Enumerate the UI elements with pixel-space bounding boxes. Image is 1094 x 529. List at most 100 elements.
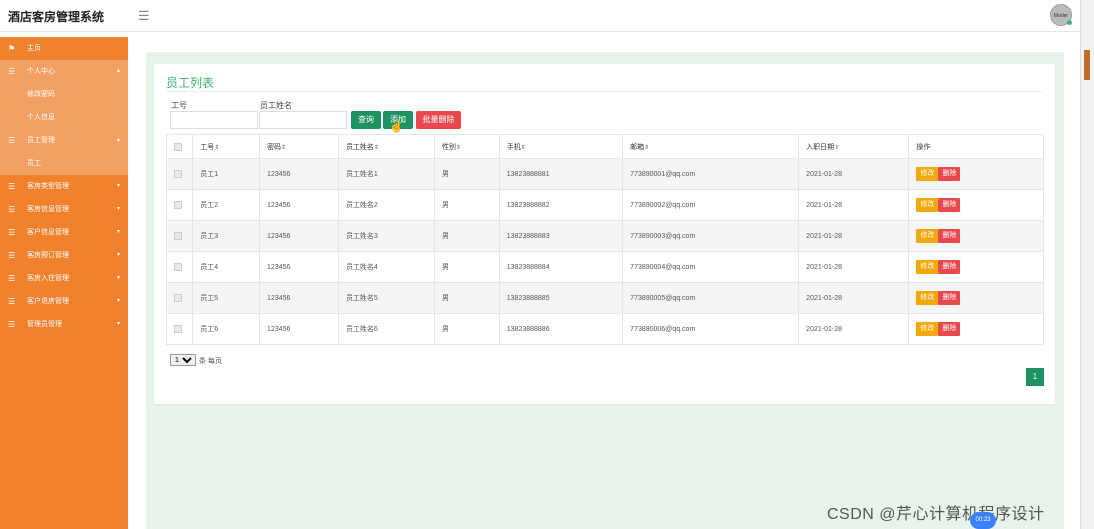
sidebar-item-label: 员工管理 [27,137,55,144]
select-all-checkbox[interactable] [174,142,182,151]
user-avatar[interactable]: Moder [1050,4,1072,26]
sidebar-item-label: 客房入住管理 [27,275,69,282]
column-header[interactable]: 性别⇕ [434,134,500,159]
edit-button[interactable]: 修改 [916,167,939,181]
scrollbar-thumb[interactable] [1084,50,1090,80]
mouse-cursor-icon: ☝ [389,119,404,133]
column-header[interactable]: 入职日期⇕ [798,134,910,159]
row-checkbox[interactable] [174,263,182,271]
menu-icon: ☰ [8,136,16,145]
edit-button[interactable]: 修改 [916,260,939,274]
edit-button[interactable]: 修改 [916,229,939,243]
employee-id-input[interactable] [170,111,258,129]
sidebar-item-3[interactable]: ☰ 客房类型管理 ▾ [0,175,128,198]
actions-cell: 修改 删除 [908,282,1044,314]
sort-icon[interactable]: ⇕ [456,144,462,151]
table-cell: 773890006@qq.com [622,313,800,345]
sidebar-item-2[interactable]: ☰ 员工管理 ▴ [0,129,128,152]
column-header[interactable]: 邮箱⇕ [622,134,800,159]
table-cell: 员工姓名4 [337,251,436,283]
hamburger-menu-icon[interactable]: ☰ [138,8,150,23]
employee-id-label: 工号 [171,101,187,110]
scrollbar[interactable] [1080,0,1094,529]
row-checkbox[interactable] [174,232,182,240]
row-select-cell [165,313,194,345]
sort-icon[interactable]: ⇕ [214,144,220,151]
row-checkbox[interactable] [174,201,182,209]
delete-button[interactable]: 删除 [938,198,961,212]
table-cell: 员工姓名1 [337,158,436,190]
sidebar-item-7[interactable]: ☰ 客房入住管理 ▾ [0,267,128,290]
sidebar-item-label: 客户退房管理 [27,298,69,305]
edit-button[interactable]: 修改 [916,322,939,336]
sort-icon[interactable]: ⇕ [834,144,840,151]
sidebar-subitem-1-1[interactable]: 个人信息 [0,106,128,129]
chevron-icon: ▾ [116,252,120,258]
table-cell: 13823888886 [498,313,624,345]
delete-button[interactable]: 删除 [938,291,961,305]
chevron-icon: ▾ [116,298,120,304]
timer-badge: 00:23 [970,512,996,529]
table-cell: 2021-01-28 [798,313,910,345]
sort-icon[interactable]: ⇕ [520,144,526,151]
row-checkbox[interactable] [174,170,182,178]
column-header[interactable]: 手机⇕ [498,134,624,159]
sidebar-item-9[interactable]: ☰ 管理员管理 ▾ [0,313,128,336]
delete-button[interactable]: 删除 [938,260,961,274]
actions-cell: 修改 删除 [908,189,1044,221]
menu-icon: ☰ [8,251,16,260]
page-size-suffix: 条 每页 [199,358,222,365]
actions-cell: 修改 删除 [908,158,1044,190]
chevron-icon: ▾ [116,229,120,235]
sort-icon[interactable]: ⇕ [281,144,287,151]
sidebar-item-label: 客房类型管理 [27,183,69,190]
column-header[interactable]: 员工姓名⇕ [337,134,436,159]
actions-cell: 修改 删除 [908,313,1044,345]
add-button[interactable]: 添加 [383,111,413,129]
top-bar: 酒店客房管理系统 ☰ Moder [0,0,1080,32]
chevron-icon: ▾ [116,275,120,281]
column-header-label: 邮箱 [630,143,645,151]
table-cell: 2021-01-28 [798,220,910,252]
row-select-cell [165,220,194,252]
page-button-current[interactable]: 1 [1026,368,1044,386]
edit-button[interactable]: 修改 [916,198,939,212]
table-cell: 员工4 [192,251,261,283]
table-cell: 123456 [259,251,339,283]
table-cell: 123456 [259,220,339,252]
flag-icon: ⚑ [8,44,16,53]
sort-icon[interactable]: ⇕ [644,144,650,151]
employee-list-card: 员工列表 工号 员工姓名 查询 添加 批量删除 工号⇕ 密码⇕ 员工姓名⇕ 性别⇕ 手机… [154,64,1055,404]
query-button[interactable]: 查询 [351,111,381,129]
sidebar-item-0[interactable]: ⚑ 主页 [0,37,128,60]
delete-button[interactable]: 删除 [938,167,961,181]
sidebar-item-8[interactable]: ☰ 客户退房管理 ▾ [0,290,128,313]
sidebar-item-1[interactable]: ☰ 个人中心 ▴ [0,60,128,83]
column-header[interactable]: 工号⇕ [192,134,261,159]
sidebar-item-5[interactable]: ☰ 客户信息管理 ▾ [0,221,128,244]
column-header[interactable]: 密码⇕ [259,134,339,159]
page-title: 员工列表 [166,76,215,90]
delete-button[interactable]: 删除 [938,322,961,336]
sidebar-item-6[interactable]: ☰ 客房预订管理 ▾ [0,244,128,267]
sidebar-item-4[interactable]: ☰ 客房信息管理 ▾ [0,198,128,221]
sidebar-subitem-2-0[interactable]: 员工 [0,152,128,175]
page-size-select[interactable]: 10 [170,354,196,366]
row-select-cell [165,282,194,314]
sidebar-item-label: 管理员管理 [27,321,62,328]
employee-name-input[interactable] [259,111,347,129]
delete-button[interactable]: 删除 [938,229,961,243]
chevron-icon: ▾ [116,206,120,212]
menu-icon: ☰ [8,274,16,283]
sidebar-subitem-1-0[interactable]: 修改密码 [0,83,128,106]
row-checkbox[interactable] [174,294,182,302]
row-checkbox[interactable] [174,325,182,333]
menu-icon: ☰ [8,228,16,237]
edit-button[interactable]: 修改 [916,291,939,305]
table-cell: 员工姓名2 [337,189,436,221]
batch-delete-button[interactable]: 批量删除 [416,111,461,129]
table-cell: 773890001@qq.com [622,158,800,190]
column-header: 操作 [908,134,1044,159]
sort-icon[interactable]: ⇕ [373,144,379,151]
table-row: 员工4 123456 员工姓名4 男 13823888884 773890004@qq.c… [165,251,1044,283]
